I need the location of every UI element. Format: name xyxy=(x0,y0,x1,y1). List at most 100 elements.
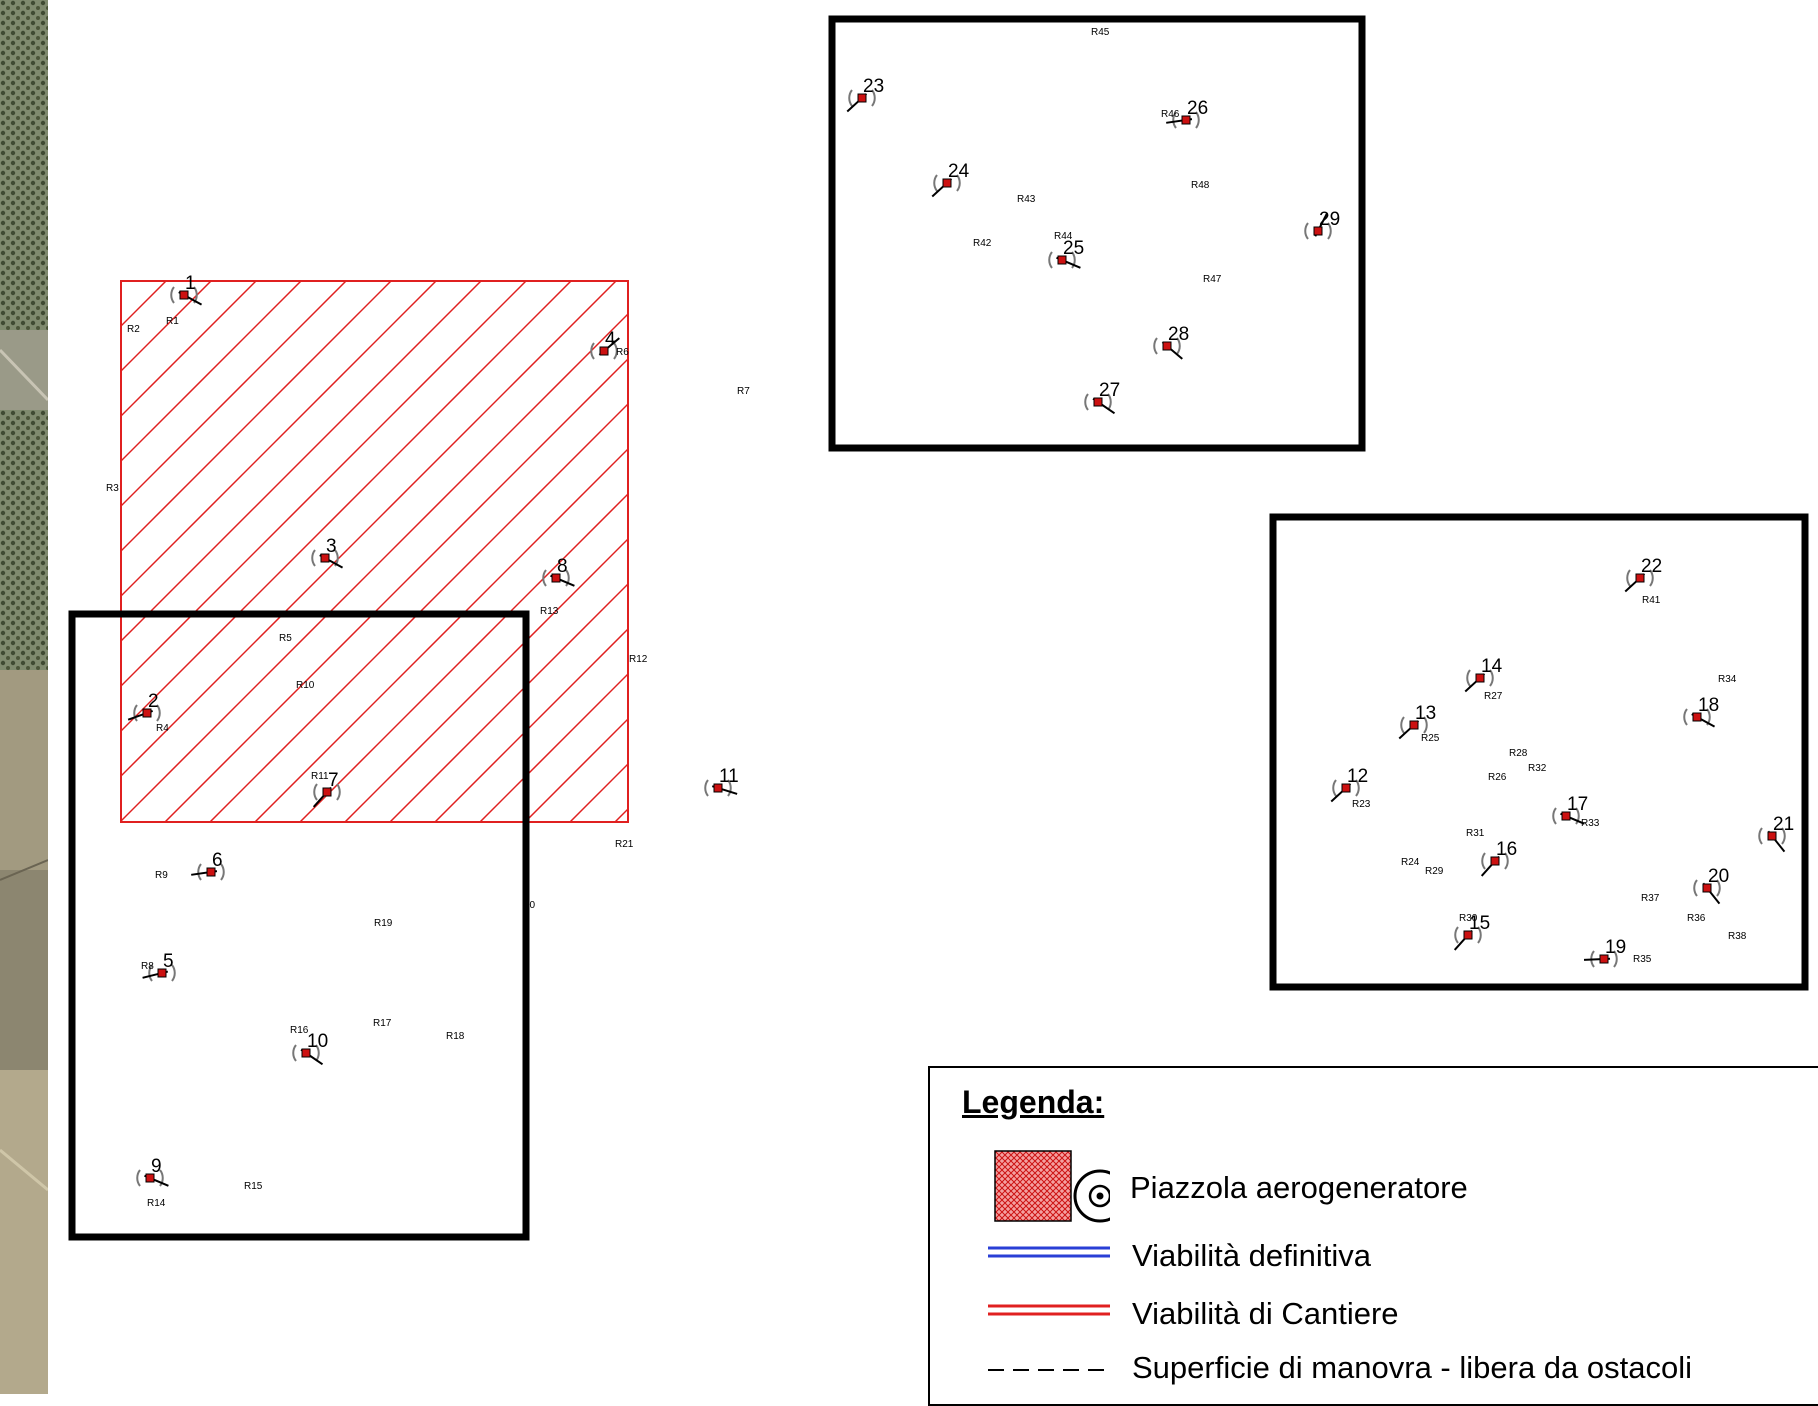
turbine-arc xyxy=(313,783,318,801)
turbine-arc xyxy=(1781,827,1786,845)
receptor-label: R4 xyxy=(156,723,169,734)
turbine-pad xyxy=(206,867,216,877)
hatch-line xyxy=(254,447,628,822)
turbine-19: 19 xyxy=(1583,937,1626,968)
turbine-12: 12 xyxy=(1330,766,1368,803)
turbine-arc xyxy=(1552,807,1557,825)
turbine-label: 19 xyxy=(1605,937,1626,958)
turbine-16: 16 xyxy=(1480,839,1517,877)
turbine-arc xyxy=(565,569,570,587)
turbine-pad xyxy=(1702,883,1712,893)
hatched-area-border xyxy=(120,280,629,823)
turbine-label: 3 xyxy=(326,536,337,557)
turbine-arc xyxy=(1693,879,1698,897)
receptor-label: R19 xyxy=(374,918,393,929)
legend-item-maneuver-area: Superficie di manovra - libera da ostaco… xyxy=(930,1342,1818,1392)
legend-item-road-definitive: Viabilità definitiva xyxy=(930,1230,1818,1280)
receptor-label: R48 xyxy=(1191,180,1210,191)
receptor-label: R23 xyxy=(1352,799,1371,810)
turbine-label: 4 xyxy=(605,329,616,350)
receptor-label: R42 xyxy=(973,238,992,249)
receptor-label: R5 xyxy=(279,633,292,644)
turbine-arc xyxy=(334,549,339,567)
turbine-pad xyxy=(1313,226,1323,236)
turbine-pad xyxy=(599,346,609,356)
hatch-line xyxy=(434,627,628,822)
receptor-label: R8 xyxy=(141,961,154,972)
receptor-label: R25 xyxy=(1421,733,1440,744)
receptor-label: R12 xyxy=(629,654,648,665)
hatch-line xyxy=(164,357,628,822)
receptor-label: R18 xyxy=(446,1031,465,1042)
receptor-label: R43 xyxy=(1017,194,1036,205)
turbine-pad xyxy=(1181,115,1191,125)
turbine-2: 2 xyxy=(127,691,161,722)
turbine-arc xyxy=(1071,251,1076,269)
receptor-label: R16 xyxy=(290,1025,309,1036)
turbine-arc xyxy=(704,779,709,797)
turbine-label: 18 xyxy=(1698,695,1719,716)
turbine-arc xyxy=(1477,926,1482,944)
turbine-23: 23 xyxy=(846,76,884,113)
receptor-label: 20 xyxy=(524,900,536,911)
turbine-arc xyxy=(1716,879,1721,897)
turbine-arc xyxy=(1304,222,1309,240)
receptor-label: R6 xyxy=(616,347,629,358)
turbine-pad xyxy=(1692,712,1702,722)
receptor-label: R38 xyxy=(1728,931,1747,942)
turbine-pad xyxy=(1162,341,1172,351)
receptor-label: R32 xyxy=(1528,763,1547,774)
legend-box: Legenda: Piazzola aerogeneratore Viabili… xyxy=(928,1066,1818,1406)
receptor-label: R34 xyxy=(1718,674,1737,685)
turbine-label: 26 xyxy=(1187,98,1208,119)
turbine-label: 8 xyxy=(557,556,568,577)
turbine-arc xyxy=(1454,926,1459,944)
turbine-arc xyxy=(1504,852,1509,870)
legend-label-road-construction: Viabilità di Cantiere xyxy=(1132,1296,1399,1331)
hatch-line xyxy=(479,672,628,822)
turbine-22: 22 xyxy=(1624,556,1662,593)
hatch-line xyxy=(121,281,212,373)
turbine-pad xyxy=(1635,573,1645,583)
turbine-pad xyxy=(1490,856,1500,866)
receptor-label: R47 xyxy=(1203,274,1222,285)
receptor-label: R11 xyxy=(311,771,329,782)
hatch-line xyxy=(121,281,167,328)
red-double-line-icon xyxy=(988,1304,1110,1316)
turbine-label: 15 xyxy=(1469,913,1490,934)
hatch-line xyxy=(121,281,482,643)
turbine-arc xyxy=(170,286,175,304)
turbine-pad xyxy=(1463,930,1473,940)
turbine-arc xyxy=(159,1169,164,1187)
turbine-arc xyxy=(956,174,961,192)
turbine-arc xyxy=(1084,393,1089,411)
blue-double-line-icon xyxy=(988,1246,1110,1258)
receptor-label: R30 xyxy=(1459,913,1478,924)
turbine-arc xyxy=(1626,569,1631,587)
receptor-label: R37 xyxy=(1641,893,1660,904)
hatch-line xyxy=(614,807,628,822)
turbine-label: 11 xyxy=(719,766,739,787)
turbine-arc xyxy=(220,863,225,881)
hatch-line xyxy=(121,312,628,822)
turbine-arc xyxy=(1758,827,1763,845)
turbine-arc xyxy=(1575,807,1580,825)
receptor-label: R15 xyxy=(244,1181,263,1192)
turbine-20: 20 xyxy=(1693,866,1729,905)
turbine-pad xyxy=(157,968,167,978)
turbine-label: 1 xyxy=(185,273,196,294)
turbine-15: 15 xyxy=(1453,913,1490,951)
satellite-imagery-strip xyxy=(0,0,48,1394)
hatch-line xyxy=(121,281,527,688)
turbine-13: 13 xyxy=(1398,703,1436,740)
receptor-label: R1 xyxy=(166,316,179,327)
turbine-label: 13 xyxy=(1415,703,1436,724)
receptor-label: R2 xyxy=(127,324,140,335)
frame-left xyxy=(68,610,530,1241)
hatch-line xyxy=(299,492,628,822)
turbine-arc xyxy=(1195,111,1200,129)
receptors-layer: R1 R2 R3 R4 R5 R6 R7 R8 R9 R10 R11 R12 R13 R14 R15 R16 R… xyxy=(106,27,1747,1209)
turbine-pad xyxy=(713,783,723,793)
